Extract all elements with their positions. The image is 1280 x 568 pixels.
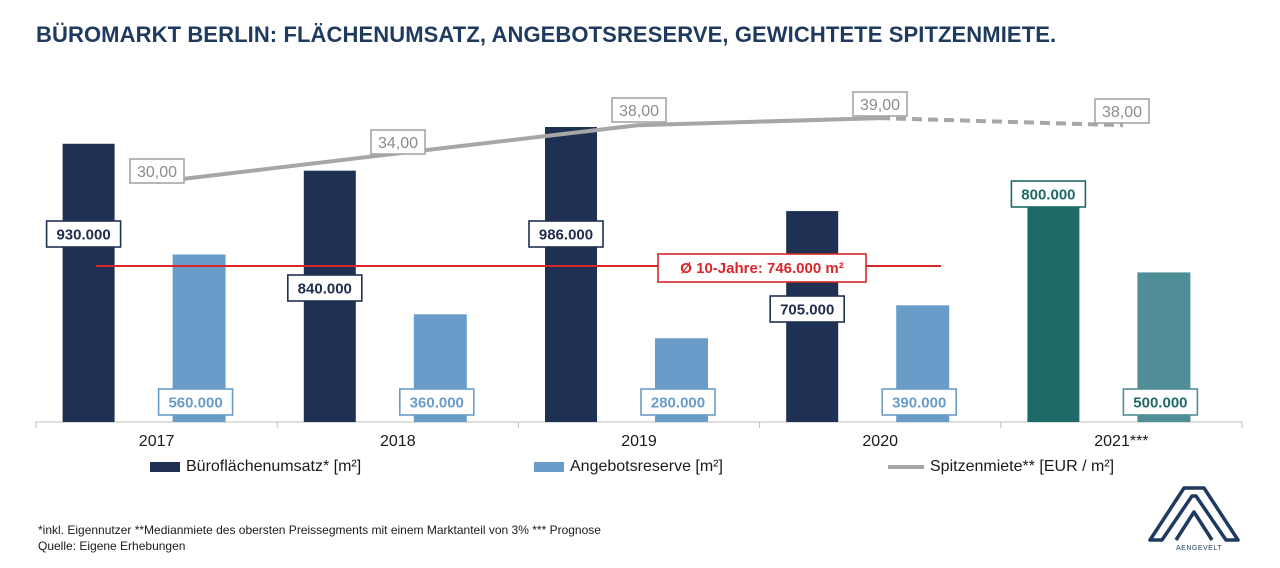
data-label-angebot-1: 360.000 bbox=[398, 388, 475, 416]
bar-umsatz-0 bbox=[62, 143, 115, 422]
data-label-umsatz-2-text: 986.000 bbox=[539, 227, 593, 244]
reference-line-label-text: Ø 10-Jahre: 746.000 m² bbox=[680, 260, 843, 277]
data-label-miete-1: 34,00 bbox=[370, 129, 426, 155]
data-label-umsatz-0-text: 930.000 bbox=[56, 227, 110, 244]
data-label-angebot-4: 500.000 bbox=[1122, 388, 1199, 416]
data-label-umsatz-3: 705.000 bbox=[769, 295, 846, 323]
data-label-angebot-0-text: 560.000 bbox=[168, 395, 222, 412]
footnote-line-1: *inkl. Eigennutzer **Medianmiete des obe… bbox=[38, 523, 601, 537]
legend-label-angebot: Angebotsreserve [m²] bbox=[570, 458, 723, 475]
data-label-umsatz-3-text: 705.000 bbox=[780, 302, 834, 319]
data-label-umsatz-2-box bbox=[528, 220, 604, 248]
data-label-miete-2: 38,00 bbox=[611, 97, 667, 123]
legend-swatch-angebot bbox=[534, 462, 564, 472]
legend-label-umsatz: Büroflächenumsatz* [m²] bbox=[186, 458, 362, 475]
x-tick-label-4: 2021*** bbox=[1094, 433, 1148, 450]
bar-umsatz-2 bbox=[545, 127, 597, 422]
aengevelt-logo-icon bbox=[1148, 486, 1240, 542]
logo-text: AENGEVELT bbox=[1176, 545, 1222, 552]
data-label-miete-box-1 bbox=[370, 129, 426, 155]
data-label-miete-box-4 bbox=[1094, 98, 1150, 124]
chart-area: 2017 2018 2019 2020 2021*** 930.000 560.000 840… bbox=[35, 91, 1243, 450]
data-label-angebot-0: 560.000 bbox=[157, 388, 234, 416]
x-tick-label-3: 2020 bbox=[862, 433, 898, 450]
data-label-umsatz-2: 986.000 bbox=[528, 220, 604, 248]
data-label-miete-text-0: 30,00 bbox=[137, 164, 177, 181]
data-label-miete-box-2 bbox=[611, 97, 667, 123]
data-label-miete-box-0 bbox=[129, 158, 185, 184]
data-label-angebot-4-box bbox=[1122, 388, 1199, 416]
data-label-miete-4: 38,00 bbox=[1094, 98, 1150, 124]
chart-title: BÜROMARKT BERLIN: FLÄCHENUMSATZ, ANGEBOT… bbox=[36, 22, 1057, 47]
data-label-umsatz-4-text: 800.000 bbox=[1021, 187, 1075, 204]
x-tick-label-2: 2019 bbox=[621, 433, 657, 450]
legend-label-miete: Spitzenmiete** [EUR / m²] bbox=[930, 458, 1115, 475]
data-label-umsatz-1: 840.000 bbox=[286, 274, 363, 302]
data-label-umsatz-1-box bbox=[286, 274, 363, 302]
x-tick-label-1: 2018 bbox=[380, 433, 416, 450]
legend-item-angebot: Angebotsreserve [m²] bbox=[534, 458, 723, 476]
data-label-miete-3: 39,00 bbox=[852, 91, 908, 117]
data-label-angebot-2-box bbox=[640, 388, 716, 416]
data-label-umsatz-4-box bbox=[1010, 180, 1087, 208]
data-label-angebot-3-text: 390.000 bbox=[892, 395, 946, 412]
line-spitzenmiete bbox=[156, 116, 881, 184]
data-label-angebot-3-box bbox=[881, 388, 958, 416]
data-label-miete-text-2: 38,00 bbox=[619, 103, 659, 120]
data-label-umsatz-0-box bbox=[45, 220, 122, 248]
data-label-miete-box-3 bbox=[852, 91, 908, 117]
legend-item-miete: Spitzenmiete** [EUR / m²] bbox=[888, 458, 1114, 476]
data-label-umsatz-4: 800.000 bbox=[1010, 180, 1087, 208]
data-label-miete-text-1: 34,00 bbox=[378, 135, 418, 152]
data-label-angebot-2-text: 280.000 bbox=[651, 395, 705, 412]
footnotes: *inkl. Eigennutzer **Medianmiete des obe… bbox=[38, 522, 601, 554]
legend-item-umsatz: Büroflächenumsatz* [m²] bbox=[150, 458, 361, 476]
reference-line-label-box bbox=[657, 253, 867, 283]
data-label-angebot-1-box bbox=[398, 388, 475, 416]
data-label-umsatz-1-text: 840.000 bbox=[298, 281, 352, 298]
data-label-umsatz-3-box bbox=[769, 295, 846, 323]
legend-swatch-miete bbox=[888, 465, 924, 469]
legend: Büroflächenumsatz* [m²] Angebotsreserve … bbox=[0, 458, 1280, 478]
reference-line-label: Ø 10-Jahre: 746.000 m² bbox=[657, 253, 867, 283]
bar-umsatz-4 bbox=[1027, 182, 1080, 422]
data-label-miete-text-4: 38,00 bbox=[1102, 104, 1142, 121]
x-tick-label-0: 2017 bbox=[139, 433, 175, 450]
data-label-miete-text-3: 39,00 bbox=[860, 97, 900, 114]
data-label-angebot-3: 390.000 bbox=[881, 388, 958, 416]
data-label-angebot-1-text: 360.000 bbox=[410, 395, 464, 412]
data-label-angebot-0-box bbox=[157, 388, 234, 416]
data-label-umsatz-0: 930.000 bbox=[45, 220, 122, 248]
line-spitzenmiete-forecast bbox=[879, 116, 1124, 128]
data-label-angebot-4-text: 500.000 bbox=[1133, 395, 1187, 412]
data-label-angebot-2: 280.000 bbox=[640, 388, 716, 416]
footnote-source: Quelle: Eigene Erhebungen bbox=[38, 539, 186, 553]
legend-swatch-umsatz bbox=[150, 462, 180, 472]
data-label-miete-0: 30,00 bbox=[129, 158, 185, 184]
